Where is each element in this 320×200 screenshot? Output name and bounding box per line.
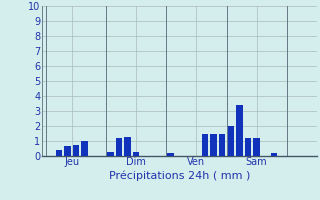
Bar <box>253 138 260 156</box>
Bar <box>133 152 140 156</box>
Bar <box>116 138 122 156</box>
Bar <box>124 137 131 156</box>
Bar <box>56 150 62 156</box>
Bar <box>73 145 79 156</box>
Bar <box>210 134 217 156</box>
Bar <box>236 105 243 156</box>
Bar <box>228 126 234 156</box>
Bar <box>81 141 88 156</box>
Bar <box>167 153 174 156</box>
Bar <box>219 134 225 156</box>
Bar <box>64 146 71 156</box>
Bar <box>271 153 277 156</box>
X-axis label: Précipitations 24h ( mm ): Précipitations 24h ( mm ) <box>108 170 250 181</box>
Bar <box>107 152 114 156</box>
Bar <box>245 138 251 156</box>
Bar <box>202 134 208 156</box>
